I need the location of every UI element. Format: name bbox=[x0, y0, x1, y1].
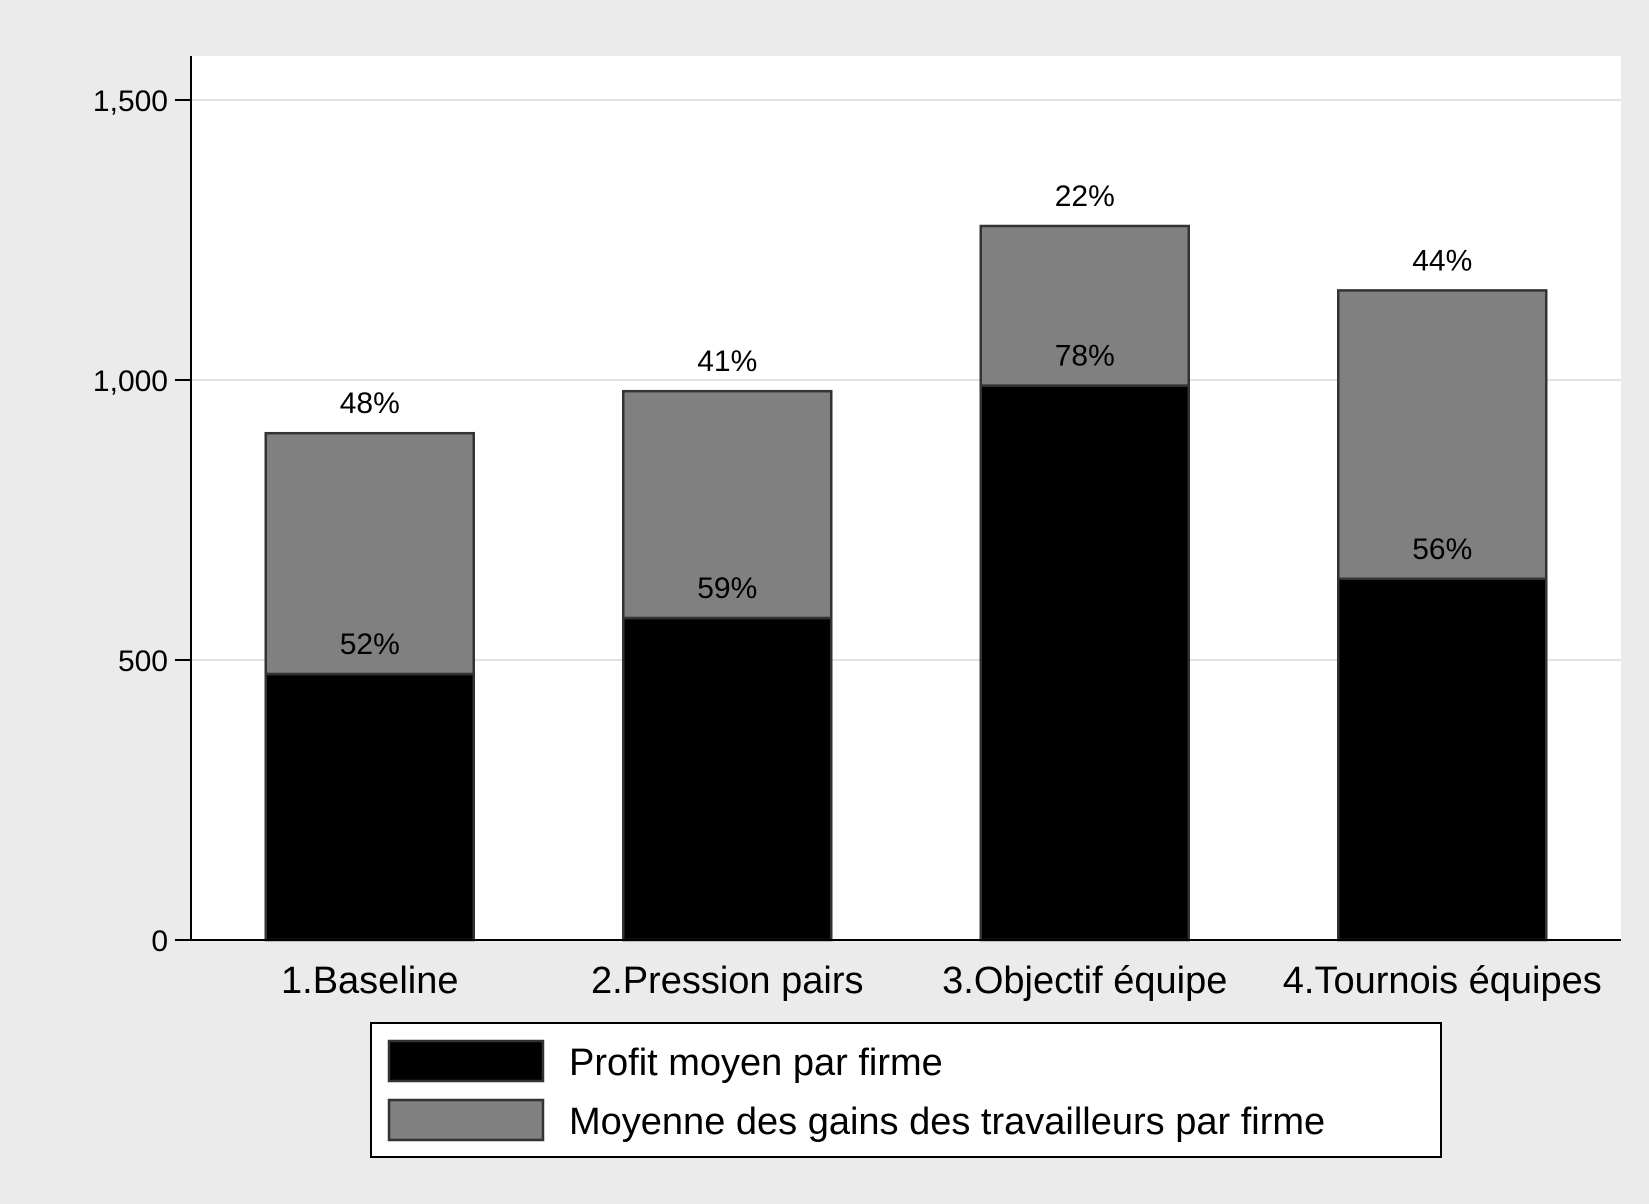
x-tick-label: 3.Objectif équipe bbox=[942, 960, 1227, 1002]
data-label: 52% bbox=[340, 628, 400, 661]
legend-label: Profit moyen par firme bbox=[569, 1042, 943, 1084]
bar-segment bbox=[979, 224, 1190, 387]
bar-segment bbox=[622, 616, 833, 942]
data-label: 78% bbox=[1055, 340, 1115, 373]
bar-segment bbox=[1337, 289, 1548, 581]
x-tick-label: 4.Tournois équipes bbox=[1283, 960, 1602, 1002]
x-tick-label: 1.Baseline bbox=[281, 960, 458, 1002]
data-label: 41% bbox=[697, 345, 757, 378]
bar-segment bbox=[979, 384, 1190, 942]
legend-swatch bbox=[387, 1039, 545, 1083]
legend-swatch bbox=[387, 1098, 545, 1142]
y-tick-label: 1,000 bbox=[93, 365, 168, 398]
data-label: 48% bbox=[340, 387, 400, 420]
bars bbox=[264, 224, 1548, 942]
data-label: 59% bbox=[697, 572, 757, 605]
bar-segment bbox=[1337, 577, 1548, 942]
y-tick-label: 1,500 bbox=[93, 85, 168, 118]
bar-segment bbox=[264, 672, 475, 942]
bar-segment bbox=[264, 431, 475, 676]
legend-label: Moyenne des gains des travailleurs par f… bbox=[569, 1101, 1325, 1143]
axes: 1.Baseline 2.Pression pairs 3.Objectif équ… bbox=[93, 56, 1621, 1002]
data-label: 22% bbox=[1055, 180, 1115, 213]
x-tick-label: 2.Pression pairs bbox=[591, 960, 863, 1002]
data-label: 56% bbox=[1412, 533, 1472, 566]
y-tick-label: 500 bbox=[118, 645, 168, 678]
y-tick-label: 0 bbox=[151, 925, 168, 958]
bar-segment bbox=[622, 389, 833, 620]
legend-box bbox=[370, 1022, 1442, 1158]
bar-labels: 52% 48% 59% 41% 78% 22% 56% 44% bbox=[340, 180, 1473, 661]
data-label: 44% bbox=[1412, 244, 1472, 277]
legend: Profit moyen par firme Moyenne des gains … bbox=[370, 1022, 1442, 1158]
